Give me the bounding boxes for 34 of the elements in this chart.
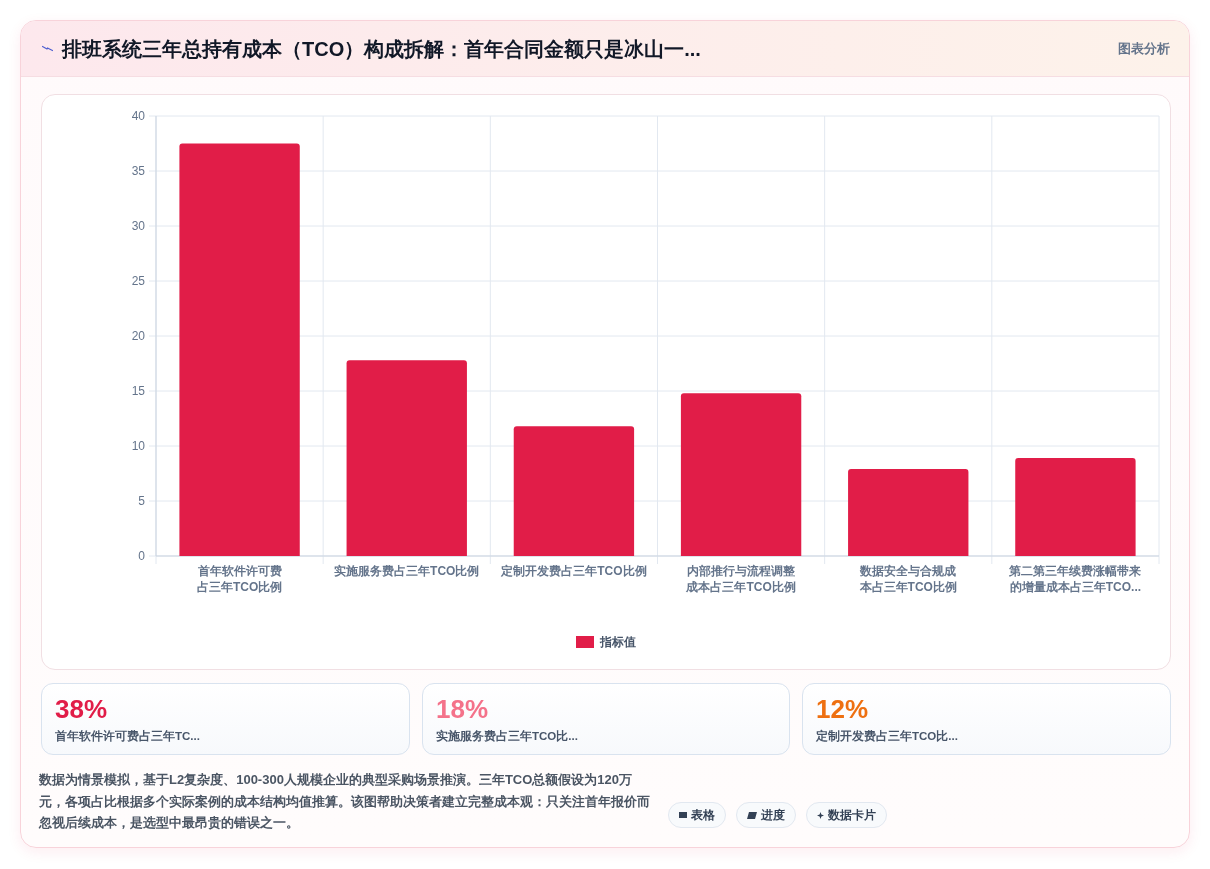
text: 定制开发费占三年TCO比... (816, 729, 958, 743)
x-tick-label: 第二第三年续费涨幅带来的增量成本占三年TCO... (1008, 564, 1142, 594)
bar (513, 426, 635, 556)
x-tick-label: 定制开发费占三年TCO比例 (500, 564, 647, 578)
x-tick-label: 数据安全与合规成本占三年TCO比例 (858, 564, 957, 594)
x-tick-label: 内部推行与流程调整成本占三年TCO比例 (685, 564, 797, 594)
chart-subtitle: 图表分析 (1118, 41, 1170, 57)
bar (680, 393, 802, 556)
text: 38% (55, 694, 108, 724)
y-tick-label: 20 (131, 329, 146, 344)
text: 进度 (761, 807, 785, 823)
bar (848, 469, 969, 556)
legend-label: 指标值 (599, 635, 636, 650)
bar (1015, 458, 1136, 556)
text: 12% (816, 694, 869, 724)
y-tick-label: 35 (131, 164, 146, 179)
y-tick-label: 5 (138, 494, 146, 509)
text: 数据卡片 (828, 807, 876, 823)
text: 数据为情景模拟，基于L2复杂度、100-300人规模企业的典型采购场景推演。三年TCO总额假设为120万元，各项占比根据多个实际案例的成本结构均值推算。该图帮助决策者建立完整成本观：只关注首年报价而忽视后续成本，是选型中最昂贵的错误之一。 (39, 771, 651, 832)
y-tick-label: 40 (131, 109, 146, 124)
text: 表格 (691, 807, 715, 823)
bar (179, 143, 300, 556)
text: 首年软件许可费占三年TC... (55, 729, 200, 743)
y-tick-label: 30 (131, 219, 146, 234)
y-tick-label: 25 (131, 274, 146, 289)
y-tick-label: 10 (131, 439, 146, 454)
chart-title: 排班系统三年总持有成本（TCO）构成拆解：首年合同金额只是冰山一... (62, 37, 701, 61)
x-tick-label: 实施服务费占三年TCO比例 (334, 564, 480, 578)
text: 18% (436, 694, 489, 724)
text: 实施服务费占三年TCO比... (436, 729, 578, 743)
bar (346, 360, 467, 556)
y-tick-label: 0 (138, 549, 146, 564)
x-tick-label: 首年软件许可费占三年TCO比例 (196, 564, 283, 594)
y-tick-label: 15 (131, 384, 146, 399)
